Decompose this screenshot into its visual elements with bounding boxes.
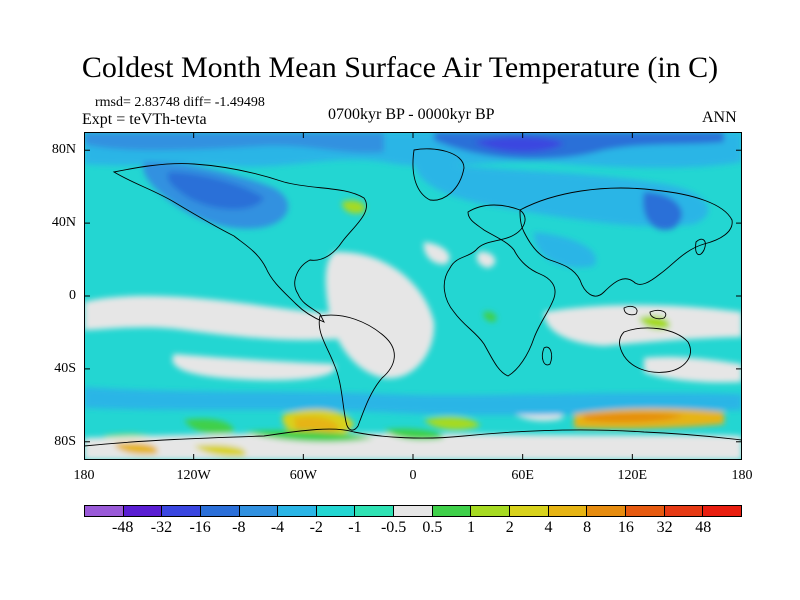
lat-label: 0 [69,288,76,303]
colorbar-segment [548,506,588,516]
colorbar-segment [587,506,626,516]
lon-ticks [84,132,742,460]
season-label: ANN [702,109,737,126]
colorbar-label: 8 [583,519,592,536]
lat-label: 80S [54,433,76,449]
colorbar-segment [355,506,395,516]
colorbar-segment [703,506,741,516]
colorbar-label: -32 [150,519,173,536]
colorbar-label: 4 [544,519,553,536]
colorbar-segment [123,506,163,516]
colorbar-segment [394,506,433,516]
colorbar-label: -4 [270,519,285,536]
lon-label: 120W [176,468,211,483]
period-label: 0700kyr BP - 0000kyr BP [328,106,495,123]
stats-text: rmsd= 2.83748 diff= -1.49498 [95,95,265,110]
temperature-field [84,132,742,460]
colorbar-segment [316,506,356,516]
colorbar-segment [510,506,549,516]
colorbar-label: -8 [232,519,246,536]
colorbar-label: 1 [467,519,476,536]
colorbar-label: -16 [189,519,211,536]
colorbar-segment [432,506,472,516]
lat-ticks [84,149,742,443]
colorbar-label: -2 [309,519,323,536]
experiment-label: Expt = teVTh-tevta [82,111,207,128]
colorbar-label: 48 [695,519,712,536]
colorbar-segment [85,506,124,516]
colorbar-segment [200,506,240,516]
colorbar-segment [278,506,317,516]
lon-label: 60W [289,468,317,483]
lon-label: 180 [731,468,753,483]
colorbar-label: 2 [505,519,514,536]
colorbar-label: 32 [656,519,673,536]
lon-label: 120E [617,468,648,483]
coastlines [84,148,742,447]
colorbar [84,505,742,517]
colorbar-label: 0.5 [422,519,443,536]
colorbar-segment [471,506,511,516]
lon-label: 60E [511,468,534,483]
colorbar-label: -1 [348,519,362,536]
colorbar-segment [239,506,279,516]
lat-label: 80N [51,142,76,158]
colorbar-segment [162,506,201,516]
colorbar-label: -48 [112,519,134,536]
colorbar-label: 16 [617,519,634,536]
colorbar-segment [625,506,665,516]
lon-label: 180 [73,468,95,483]
temperature-map [84,132,742,460]
map-title: Coldest Month Mean Surface Air Temperatu… [81,51,719,84]
lat-label: 40S [54,360,76,376]
colorbar-segment [664,506,704,516]
map-panel [84,132,742,460]
lon-label: 0 [409,468,417,483]
colorbar-label: -0.5 [380,519,407,536]
lat-label: 40N [51,215,76,231]
